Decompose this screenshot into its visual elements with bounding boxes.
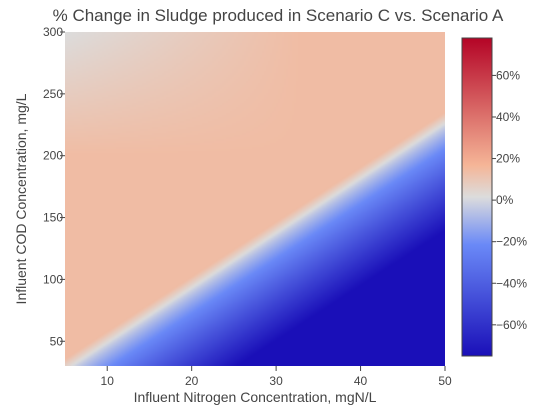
x-tick-label: 30: [269, 374, 283, 388]
x-tick-label: 20: [185, 374, 199, 388]
x-axis: 10 20 30 40 50: [101, 366, 452, 388]
heatmap-surface: [65, 32, 445, 366]
y-tick-label: 50: [50, 334, 64, 348]
colorbar-axis: 60% 40% 20% 0% −20% −40% −60%: [492, 68, 527, 332]
colorbar-tick-label: 40%: [496, 110, 520, 124]
y-tick-label: 250: [43, 87, 63, 101]
y-axis-title: Influent COD Concentration, mg/L: [13, 93, 29, 304]
y-axis: 50 100 150 200 250 300: [43, 25, 65, 348]
y-tick-label: 150: [43, 211, 63, 225]
x-tick-label: 50: [438, 374, 452, 388]
colorbar-tick-label: −40%: [496, 276, 527, 290]
x-tick-label: 10: [101, 374, 115, 388]
colorbar: [461, 37, 493, 357]
y-tick-label: 200: [43, 149, 63, 163]
x-axis-title: Influent Nitrogen Concentration, mgN/L: [134, 389, 377, 405]
colorbar-tick-label: 20%: [496, 152, 520, 166]
colorbar-tick-label: −20%: [496, 235, 527, 249]
colorbar-tick-label: −60%: [496, 318, 527, 332]
y-tick-label: 100: [43, 272, 63, 286]
colorbar-tick-label: 0%: [496, 193, 514, 207]
y-tick-label: 300: [43, 25, 63, 39]
colorbar-tick-label: 60%: [496, 68, 520, 82]
chart-title: % Change in Sludge produced in Scenario …: [53, 6, 504, 25]
x-tick-label: 40: [354, 374, 368, 388]
